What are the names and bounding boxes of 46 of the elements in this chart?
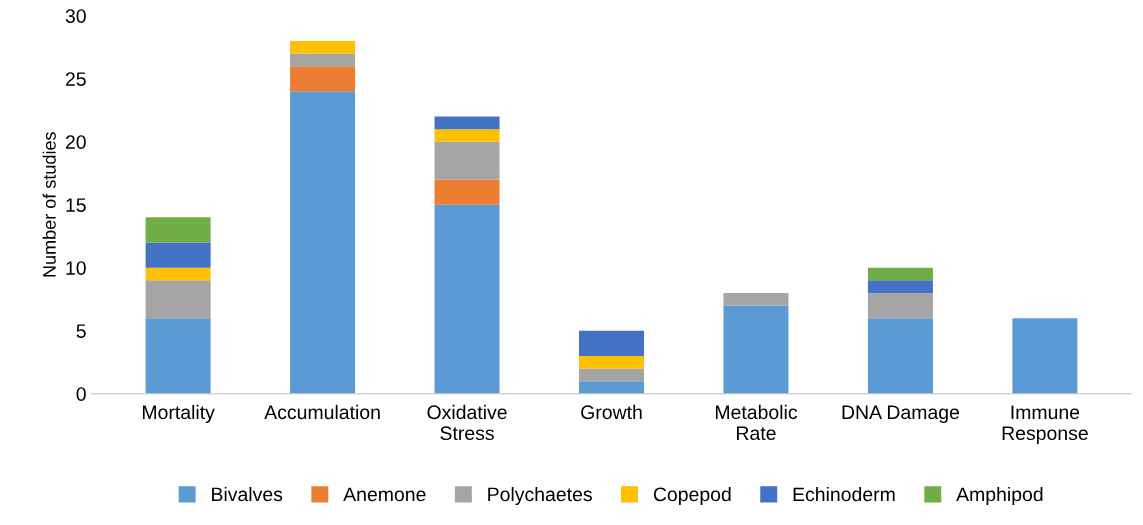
y-tick-label: 5 bbox=[76, 324, 86, 338]
bar bbox=[867, 318, 933, 394]
bar bbox=[867, 280, 933, 293]
x-tick-label: Immune Response bbox=[1002, 405, 1088, 444]
legend-label: Anemone bbox=[343, 487, 426, 502]
x-tick-label: DNA Damage bbox=[842, 405, 960, 423]
y-tick-label: 0 bbox=[76, 387, 86, 401]
legend-label: Polychaetes bbox=[488, 486, 592, 506]
bar bbox=[1012, 318, 1078, 394]
y-tick-label: 20 bbox=[65, 135, 86, 149]
bar bbox=[434, 116, 500, 130]
x-tick-label: Accumulation bbox=[264, 404, 380, 420]
x-tick-label: Oxidative Stress bbox=[427, 404, 507, 441]
y-tick-label: 25 bbox=[65, 72, 86, 86]
bar bbox=[145, 280, 211, 319]
y-tick-label: 15 bbox=[66, 198, 86, 212]
x-tick-label: Growth bbox=[581, 404, 642, 420]
bar bbox=[723, 292, 789, 306]
bar bbox=[579, 330, 645, 356]
bar bbox=[145, 267, 211, 281]
legend-label: Amphipod bbox=[956, 486, 1043, 506]
bar bbox=[723, 305, 789, 394]
bar bbox=[290, 66, 356, 92]
y-axis-title: Number of studies bbox=[42, 132, 56, 277]
bar bbox=[867, 292, 933, 319]
bar bbox=[434, 129, 500, 142]
bar bbox=[579, 355, 645, 369]
bar bbox=[867, 267, 933, 281]
bar bbox=[290, 53, 356, 67]
bar bbox=[290, 91, 356, 394]
bar bbox=[145, 318, 211, 394]
legend-label: Copepod bbox=[653, 486, 731, 506]
bar bbox=[434, 141, 500, 180]
x-tick-label: Mortality bbox=[142, 404, 215, 423]
y-tick-label: 30 bbox=[65, 9, 86, 23]
y-tick-label: 10 bbox=[66, 261, 86, 275]
bar bbox=[579, 368, 645, 382]
bar bbox=[145, 217, 211, 243]
bar bbox=[290, 40, 356, 54]
bar bbox=[434, 179, 500, 205]
x-tick-label: Metabolic Rate bbox=[715, 404, 798, 441]
bar bbox=[579, 381, 645, 394]
bar bbox=[145, 242, 211, 268]
bar bbox=[434, 204, 500, 394]
legend-label: Echinoderm bbox=[793, 486, 895, 502]
legend-label: Bivalves bbox=[212, 486, 283, 502]
